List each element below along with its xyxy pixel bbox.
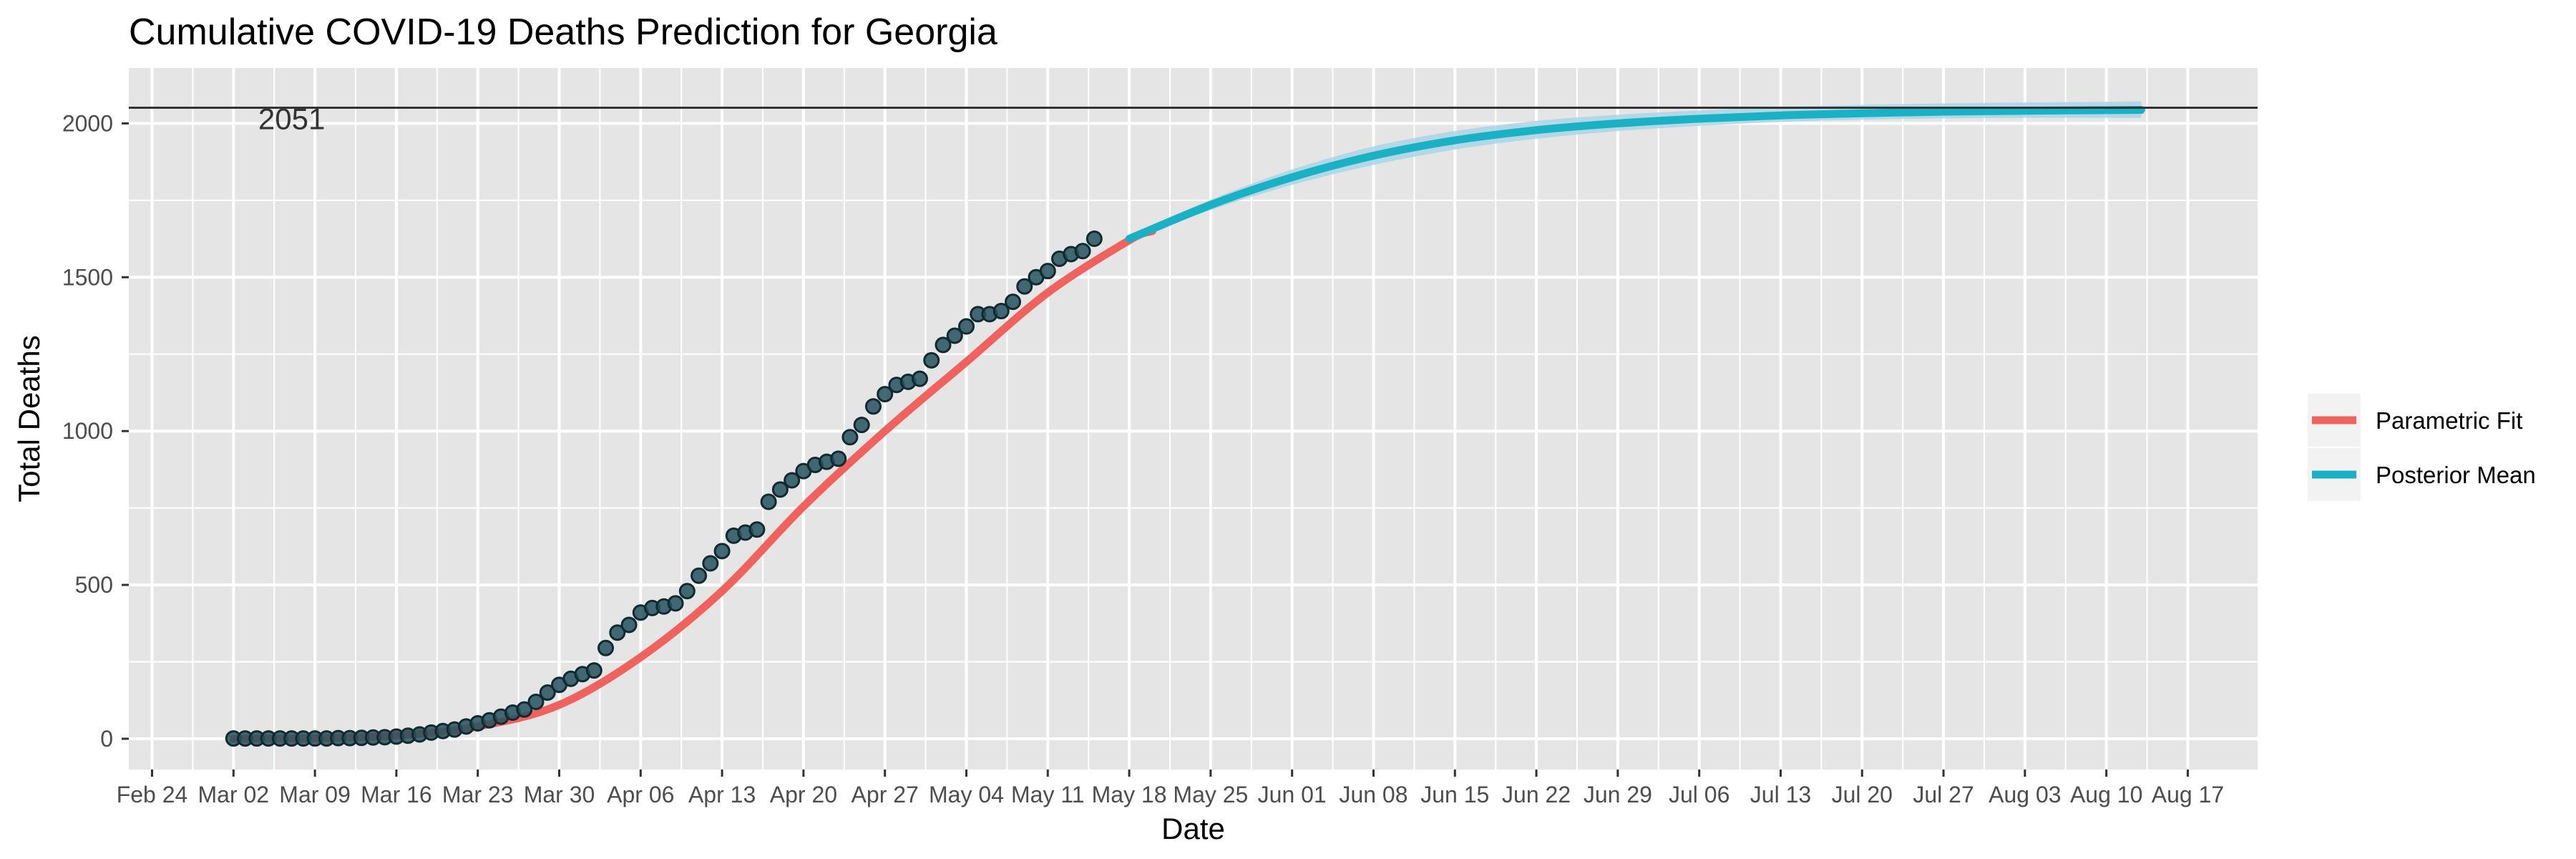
observed-point bbox=[957, 318, 975, 335]
observed-point bbox=[620, 616, 638, 634]
x-tick-label: Jun 22 bbox=[1502, 782, 1571, 807]
observed-point bbox=[841, 429, 859, 446]
x-tick-label: May 25 bbox=[1173, 782, 1248, 807]
legend-label: Parametric Fit bbox=[2376, 407, 2522, 434]
x-tick-label: Mar 30 bbox=[524, 782, 595, 807]
x-tick-label: Feb 24 bbox=[117, 782, 188, 807]
observed-point bbox=[877, 386, 894, 403]
x-tick-label: Mar 23 bbox=[442, 782, 514, 807]
x-tick-label: Jun 15 bbox=[1420, 782, 1489, 807]
observed-point bbox=[585, 662, 602, 679]
observed-point bbox=[702, 555, 719, 572]
observed-point bbox=[935, 336, 952, 354]
observed-point bbox=[853, 417, 870, 434]
y-tick-label: 500 bbox=[75, 572, 113, 598]
x-tick-label: Aug 03 bbox=[1989, 782, 2061, 807]
x-tick-label: Apr 06 bbox=[607, 782, 674, 807]
grid-major bbox=[129, 68, 2258, 770]
observed-point bbox=[946, 327, 963, 344]
observed-point bbox=[1005, 293, 1022, 311]
observed-point bbox=[516, 701, 533, 718]
x-tick-label: Jul 27 bbox=[1913, 782, 1974, 807]
observed-point bbox=[771, 481, 789, 498]
x-tick-label: Aug 17 bbox=[2152, 782, 2224, 807]
x-tick-label: Apr 20 bbox=[770, 782, 837, 807]
observed-point bbox=[992, 303, 1010, 320]
grid-minor bbox=[129, 68, 2258, 770]
observed-point bbox=[678, 583, 696, 600]
y-axis-title: Total Deaths bbox=[12, 335, 46, 502]
legend-label: Posterior Mean bbox=[2376, 462, 2536, 488]
observed-point bbox=[1085, 230, 1103, 248]
observed-point bbox=[760, 493, 777, 510]
observed-point bbox=[667, 595, 684, 612]
legend: Parametric Fit Posterior Mean bbox=[2308, 394, 2536, 501]
observed-point bbox=[923, 351, 940, 369]
observed-point bbox=[609, 624, 626, 641]
y-tick-label: 2000 bbox=[62, 110, 113, 136]
observed-point bbox=[539, 684, 556, 702]
x-tick-label: Jun 08 bbox=[1339, 782, 1407, 807]
reference-line-label: 2051 bbox=[258, 102, 325, 135]
observed-point bbox=[1039, 263, 1056, 280]
y-tick-label: 1000 bbox=[62, 418, 113, 444]
x-tick-label: Apr 27 bbox=[852, 782, 919, 807]
observed-point bbox=[691, 567, 708, 584]
x-tick-label: Jul 13 bbox=[1750, 782, 1811, 807]
observed-point bbox=[597, 639, 615, 656]
y-tick-label: 1500 bbox=[62, 264, 113, 290]
observed-point bbox=[1016, 278, 1033, 295]
observed-point bbox=[784, 472, 801, 489]
x-axis-title: Date bbox=[1161, 812, 1225, 845]
x-tick-label: Jul 06 bbox=[1669, 782, 1729, 807]
x-tick-label: Aug 10 bbox=[2070, 782, 2142, 807]
observed-point bbox=[1074, 243, 1091, 260]
x-tick-label: Mar 09 bbox=[279, 782, 351, 807]
plot-panel bbox=[129, 68, 2258, 770]
observed-point bbox=[830, 450, 847, 467]
y-tick-label: 0 bbox=[100, 726, 113, 752]
observed-point bbox=[911, 370, 928, 387]
x-axis: Feb 24 Mar 02 Mar 09 Mar 16 Mar 23 Mar 30 Apr … bbox=[117, 770, 2224, 807]
observed-points bbox=[225, 230, 1103, 747]
x-tick-label: Jul 20 bbox=[1832, 782, 1893, 807]
observed-point bbox=[864, 398, 882, 415]
x-tick-label: Jun 29 bbox=[1584, 782, 1652, 807]
posterior-band bbox=[1129, 101, 2142, 242]
x-tick-label: Mar 02 bbox=[198, 782, 270, 807]
x-tick-label: May 11 bbox=[1011, 782, 1085, 807]
x-tick-label: May 18 bbox=[1092, 782, 1167, 807]
x-tick-label: Mar 16 bbox=[361, 782, 432, 807]
observed-point bbox=[527, 693, 545, 710]
observed-point bbox=[748, 521, 766, 538]
y-axis: 0 500 1000 1500 2000 bbox=[62, 110, 129, 752]
observed-point bbox=[713, 543, 731, 560]
chart-title: Cumulative COVID-19 Deaths Prediction fo… bbox=[129, 11, 997, 53]
x-tick-label: Jun 01 bbox=[1258, 782, 1327, 807]
series-line-posterior-mean bbox=[1125, 106, 2145, 243]
x-tick-label: Apr 13 bbox=[688, 782, 756, 807]
x-tick-label: May 04 bbox=[929, 782, 1004, 807]
